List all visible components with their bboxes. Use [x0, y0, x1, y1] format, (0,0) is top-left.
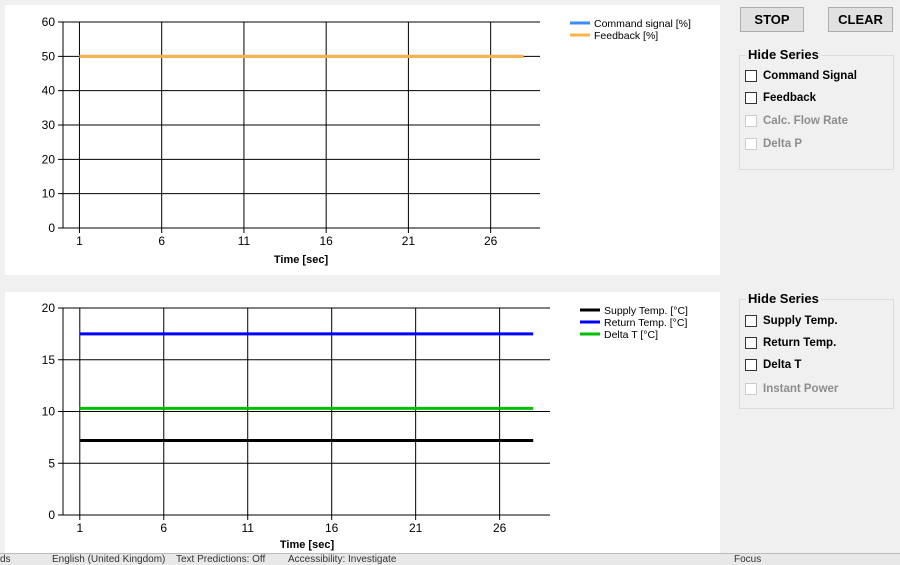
checkbox-label: Feedback [763, 92, 817, 104]
y-tick-label: 10 [42, 405, 56, 419]
y-tick-label: 20 [42, 301, 56, 315]
checkbox-box[interactable] [745, 70, 757, 82]
x-tick-label: 6 [158, 234, 165, 248]
legend-entry: Command signal [%] [594, 18, 691, 30]
status-accessibility[interactable]: Accessibility: Investigate [288, 554, 397, 565]
x-tick-label: 1 [76, 234, 83, 248]
x-axis-title: Time [sec] [280, 539, 335, 551]
y-tick-label: 30 [42, 118, 56, 132]
checkbox-box [745, 115, 757, 127]
checkbox-box [745, 383, 757, 395]
y-tick-label: 20 [42, 152, 56, 166]
x-tick-label: 16 [325, 521, 339, 535]
checkbox-label: Calc. Flow Rate [763, 115, 848, 127]
checkbox-box[interactable] [745, 359, 757, 371]
checkbox-box[interactable] [745, 92, 757, 104]
stop-button[interactable]: STOP [740, 7, 804, 32]
x-tick-label: 11 [238, 234, 251, 248]
checkbox-box[interactable] [745, 315, 757, 327]
x-tick-label: 21 [409, 521, 423, 535]
hide-checkbox-delta-p: Delta P [745, 138, 802, 150]
y-tick-label: 0 [48, 221, 55, 235]
hide-checkbox-delta-t[interactable]: Delta T [745, 359, 801, 371]
hide-series-group-bottom: Hide Series Supply Temp. Return Temp. Delt… [739, 291, 894, 409]
hide-checkbox-instant-power: Instant Power [745, 383, 838, 395]
x-tick-label: 1 [76, 521, 83, 535]
checkbox-label: Command Signal [763, 70, 857, 82]
status-bar: ds English (United Kingdom) Text Predict… [0, 553, 900, 565]
chart-top-panel: 0 10 20 30 40 50 60 1 6 11 16 21 26 Time [sec] Command… [5, 5, 720, 275]
chart-bottom-panel: 0 5 10 15 20 1 6 11 16 21 26 Time [sec] Supply Temp.… [5, 292, 720, 553]
x-tick-label: 16 [319, 234, 333, 248]
y-tick-label: 5 [48, 456, 55, 470]
x-tick-label: 21 [402, 234, 416, 248]
x-axis-title: Time [sec] [274, 254, 329, 266]
y-tick-label: 50 [42, 49, 56, 63]
hide-checkbox-return-temp[interactable]: Return Temp. [745, 337, 836, 349]
group-title: Hide Series [746, 291, 821, 306]
group-title: Hide Series [746, 47, 821, 62]
checkbox-label: Supply Temp. [763, 315, 838, 327]
checkbox-box[interactable] [745, 337, 757, 349]
clear-button[interactable]: CLEAR [828, 7, 893, 32]
status-language[interactable]: English (United Kingdom) [52, 554, 166, 565]
legend-entry: Supply Temp. [°C] [604, 305, 688, 317]
x-tick-label: 6 [160, 521, 167, 535]
checkbox-label: Return Temp. [763, 337, 837, 349]
hide-checkbox-feedback[interactable]: Feedback [745, 92, 816, 104]
hide-checkbox-supply-temp[interactable]: Supply Temp. [745, 315, 838, 327]
y-tick-label: 15 [42, 353, 56, 367]
x-tick-label: 11 [241, 521, 254, 535]
y-tick-label: 10 [42, 187, 56, 201]
checkbox-label: Instant Power [763, 383, 839, 395]
y-tick-label: 40 [42, 84, 56, 98]
checkbox-box [745, 138, 757, 150]
x-tick-label: 26 [484, 234, 498, 248]
y-tick-label: 0 [48, 508, 55, 522]
checkbox-label: Delta T [763, 359, 802, 371]
status-item: ds [0, 554, 11, 565]
legend-entry: Delta T [°C] [604, 329, 658, 341]
hide-series-group-top: Hide Series Command Signal Feedback Calc. … [739, 47, 894, 170]
status-text-predictions[interactable]: Text Predictions: Off [176, 554, 266, 565]
hide-checkbox-calc-flow-rate: Calc. Flow Rate [745, 115, 848, 127]
hide-checkbox-command-signal[interactable]: Command Signal [745, 70, 857, 82]
x-tick-label: 26 [493, 521, 507, 535]
status-focus[interactable]: Focus [734, 554, 762, 565]
y-tick-label: 60 [42, 15, 56, 29]
legend-entry: Feedback [%] [594, 30, 658, 42]
legend-entry: Return Temp. [°C] [604, 317, 687, 329]
checkbox-label: Delta P [763, 138, 802, 150]
